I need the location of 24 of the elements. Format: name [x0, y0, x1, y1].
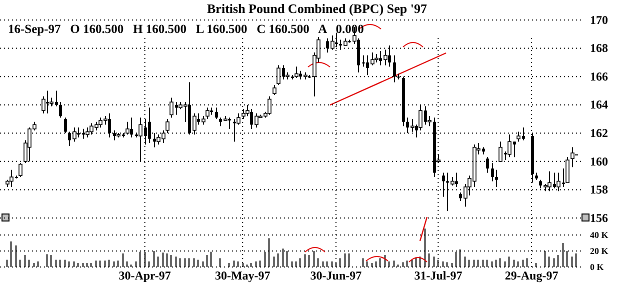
y-tick-label: 166	[590, 69, 608, 84]
y-tick-label: 158	[590, 182, 608, 197]
x-tick-label: 30-Apr-97	[118, 268, 171, 283]
candlestick	[570, 146, 574, 168]
x-tick-label: 30-Jun-97	[310, 268, 362, 283]
x-tick-label: 31-Jul-97	[414, 268, 462, 283]
y-tick-label: 168	[590, 41, 608, 56]
candlestick	[272, 84, 276, 96]
candlestick	[215, 107, 218, 120]
y-tick-label: 156	[590, 210, 608, 225]
chart-title: British Pound Combined (BPC) Sep '97	[207, 1, 428, 16]
x-tick-label: 30-May-97	[214, 268, 270, 283]
candlestick	[362, 54, 365, 68]
y-tick-label: 160	[590, 154, 608, 168]
y-tick-label: 170	[590, 12, 608, 27]
y-tick-label: 0 K	[590, 262, 604, 272]
y-tick-label: 40 K	[590, 230, 608, 240]
y-tick-label: 162	[590, 126, 608, 140]
y-tick-label: 20 K	[590, 246, 608, 256]
y-tick-label: 164	[590, 98, 608, 112]
x-tick-label: 29-Aug-97	[504, 268, 558, 283]
candlestick	[59, 102, 62, 118]
candlestick	[495, 169, 498, 188]
candlestick	[294, 66, 298, 78]
